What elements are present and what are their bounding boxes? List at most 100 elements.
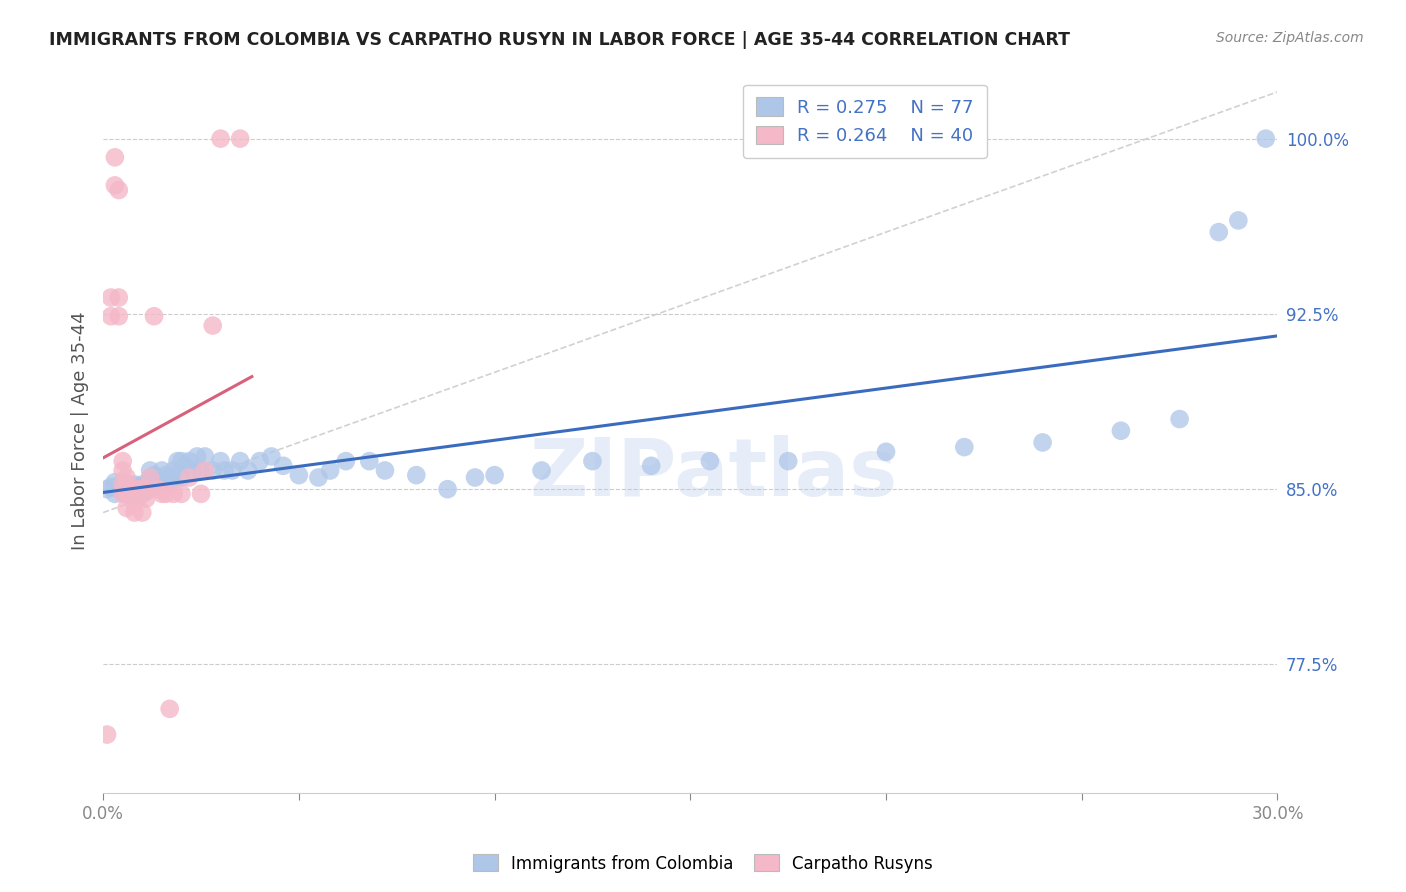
Point (640, 458, 662, 473)
Point (115, 500, 138, 515)
Point (131, 482, 153, 496)
Text: Source: ZipAtlas.com: Source: ZipAtlas.com (1216, 31, 1364, 45)
Point (104, 150, 127, 164)
Point (100, 310, 122, 324)
Point (1032, 435, 1054, 450)
Point (221, 463, 243, 477)
Point (209, 131, 232, 145)
Point (143, 468, 166, 483)
Point (107, 310, 129, 324)
Point (150, 487, 173, 501)
Point (405, 468, 427, 483)
Point (143, 310, 166, 324)
Point (229, 454, 252, 468)
Point (104, 475, 127, 490)
Point (124, 506, 146, 520)
Point (111, 463, 134, 477)
Point (190, 487, 212, 501)
Point (131, 487, 153, 501)
Point (104, 178, 127, 193)
Point (1227, 213, 1250, 227)
Point (120, 477, 142, 491)
Point (335, 454, 357, 468)
Point (307, 470, 329, 484)
Point (124, 487, 146, 501)
Point (120, 482, 142, 496)
Point (111, 454, 134, 468)
Point (100, 480, 122, 494)
Point (131, 506, 153, 520)
Point (146, 482, 169, 496)
Point (260, 450, 283, 464)
Point (124, 477, 146, 491)
Point (484, 468, 506, 483)
Point (162, 487, 184, 501)
Point (170, 487, 193, 501)
Point (131, 482, 153, 496)
Point (209, 454, 232, 468)
Point (100, 291, 122, 305)
Point (1168, 412, 1191, 426)
Point (179, 454, 201, 468)
Point (115, 487, 138, 501)
Point (96, 482, 118, 496)
Point (436, 482, 458, 496)
Point (139, 470, 162, 484)
Point (115, 477, 138, 491)
Point (155, 487, 177, 501)
Point (214, 463, 236, 477)
Legend: Immigrants from Colombia, Carpatho Rusyns: Immigrants from Colombia, Carpatho Rusyn… (467, 847, 939, 880)
Point (271, 458, 294, 473)
Point (120, 480, 142, 494)
Point (107, 291, 129, 305)
Point (319, 463, 342, 477)
Point (236, 463, 259, 477)
Legend: R = 0.275    N = 77, R = 0.264    N = 40: R = 0.275 N = 77, R = 0.264 N = 40 (744, 85, 987, 158)
Point (288, 468, 311, 483)
Point (143, 475, 166, 490)
Point (127, 484, 149, 499)
Point (135, 491, 157, 506)
Point (159, 702, 181, 716)
Point (135, 484, 157, 499)
Point (115, 482, 138, 496)
Point (111, 484, 134, 499)
Point (146, 470, 169, 484)
Point (1109, 424, 1132, 438)
Point (179, 470, 201, 484)
Point (1208, 225, 1230, 239)
Point (181, 463, 204, 477)
Point (135, 477, 157, 491)
Point (581, 454, 603, 468)
Point (127, 491, 149, 506)
Point (139, 463, 162, 477)
Point (131, 480, 153, 494)
Text: ZIPatlas: ZIPatlas (530, 435, 898, 513)
Point (111, 487, 134, 501)
Point (166, 454, 188, 468)
Point (159, 475, 181, 490)
Point (96, 727, 118, 741)
Point (124, 482, 146, 496)
Point (139, 470, 162, 484)
Point (186, 450, 208, 464)
Point (530, 463, 553, 477)
Point (699, 454, 721, 468)
Point (159, 470, 181, 484)
Point (155, 468, 177, 483)
Point (124, 496, 146, 510)
Point (778, 454, 800, 468)
Point (107, 482, 129, 496)
Point (104, 487, 127, 501)
Point (1254, 131, 1277, 145)
Point (107, 183, 129, 197)
Y-axis label: In Labor Force | Age 35-44: In Labor Force | Age 35-44 (72, 311, 89, 550)
Point (374, 463, 396, 477)
Point (201, 463, 224, 477)
Point (170, 454, 193, 468)
Point (190, 463, 212, 477)
Point (174, 458, 197, 473)
Point (170, 470, 193, 484)
Point (115, 477, 138, 491)
Text: IMMIGRANTS FROM COLOMBIA VS CARPATHO RUSYN IN LABOR FORCE | AGE 35-44 CORRELATIO: IMMIGRANTS FROM COLOMBIA VS CARPATHO RUS… (49, 31, 1070, 49)
